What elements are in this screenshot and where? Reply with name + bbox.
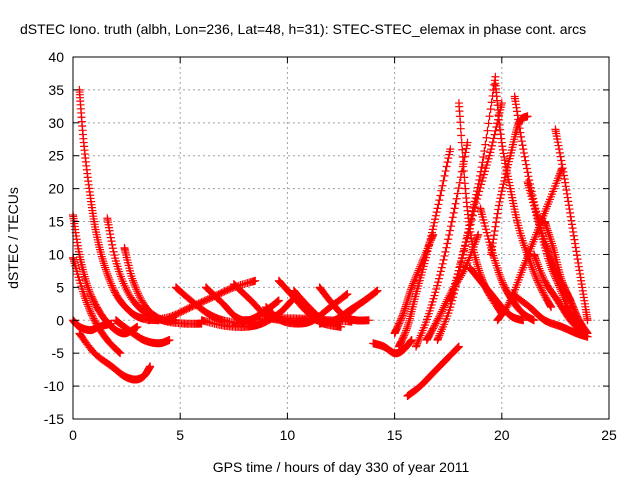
series-20 [369,336,416,358]
y-axis-label: dSTEC / TECUs [5,187,21,289]
series-21-points [390,230,438,338]
y-tick-label: 20 [48,181,64,197]
series-34 [493,164,566,325]
series-19-points [315,283,373,325]
series-8 [111,316,174,348]
series-24 [403,342,463,400]
series-1 [75,85,163,325]
grid [73,57,609,419]
series-22 [394,145,455,351]
x-tick-label: 10 [280,427,296,443]
series-37-points [551,125,592,325]
series-21 [390,230,438,338]
series-38 [529,250,588,338]
x-axis-label: GPS time / hours of day 330 of year 2011 [213,459,470,475]
series-38-points [529,250,588,338]
series-5 [75,329,155,384]
series-19 [315,283,373,325]
x-tick-label: 20 [494,427,510,443]
series-32 [487,112,532,259]
series-20-points [369,336,416,358]
series-22-points [394,145,455,351]
y-tick-label: 0 [56,312,64,328]
series-24-points [403,342,463,400]
y-tick-label: 5 [56,279,64,295]
y-tick-label: 10 [48,246,64,262]
series-6 [103,214,180,325]
x-tick-label: 15 [387,427,403,443]
y-tick-label: 35 [48,82,64,98]
series-32-points [487,112,532,259]
plot-border [72,56,610,420]
axis-ticks: 0 5 10 15 20 25 -15 -10 -5 0 5 10 15 20 25 30 35 40 [44,49,617,443]
series-39-points [540,217,592,338]
x-tick-label: 25 [601,427,617,443]
y-tick-label: 40 [48,49,64,65]
series-6-points [103,214,180,325]
series-8-points [111,316,174,348]
series-18-points [315,286,382,328]
y-tick-label: 25 [48,148,64,164]
series-37 [551,125,592,325]
chart-title: dSTEC Iono. truth (albh, Lon=236, Lat=48… [20,21,586,37]
series-39 [540,217,592,338]
series-10-points [171,283,249,328]
series-10 [171,283,249,328]
series-34-points [493,164,566,325]
y-tick-label: -10 [44,378,64,394]
y-tick-label: -15 [44,411,64,427]
x-tick-label: 5 [176,427,184,443]
y-tick-label: 30 [48,115,64,131]
series-18 [315,286,382,328]
data-marks [69,72,592,400]
series-5-points [75,329,155,384]
y-tick-label: 15 [48,214,64,230]
x-tick-label: 0 [69,427,77,443]
series-1-points [75,85,163,325]
y-tick-label: -5 [52,345,65,361]
